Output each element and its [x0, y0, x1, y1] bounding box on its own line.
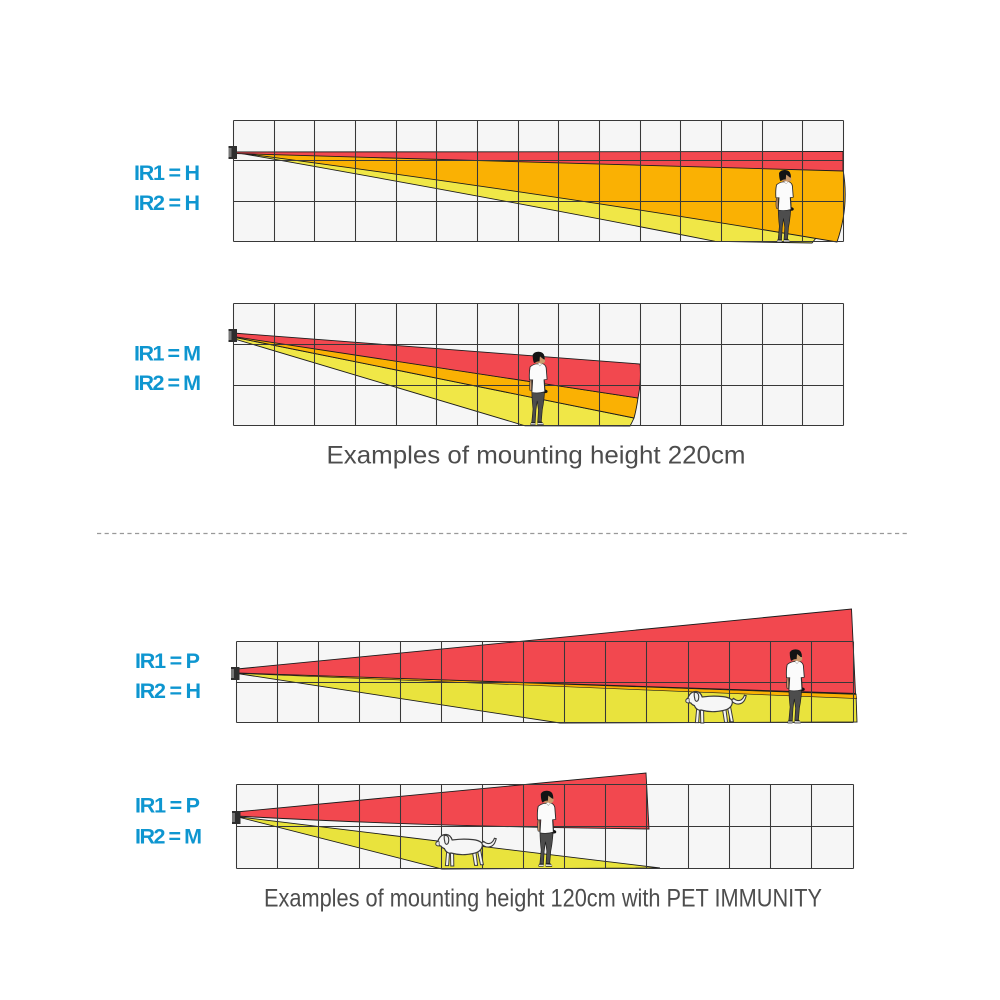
svg-text:IR1 = P: IR1 = P — [135, 649, 200, 673]
svg-text:IR2 = H: IR2 = H — [134, 191, 200, 215]
svg-text:IR1 = M: IR1 = M — [134, 342, 201, 366]
svg-text:IR2 = M: IR2 = M — [135, 825, 202, 849]
svg-text:IR1 = H: IR1 = H — [134, 161, 200, 185]
svg-text:Examples of mounting height 12: Examples of mounting height 120cm with P… — [264, 885, 822, 913]
svg-text:Examples of mounting height 22: Examples of mounting height 220cm — [327, 442, 746, 470]
svg-text:IR2 = H: IR2 = H — [135, 679, 201, 703]
svg-text:IR2 = M: IR2 = M — [134, 371, 201, 395]
svg-text:IR1 = P: IR1 = P — [135, 794, 200, 818]
